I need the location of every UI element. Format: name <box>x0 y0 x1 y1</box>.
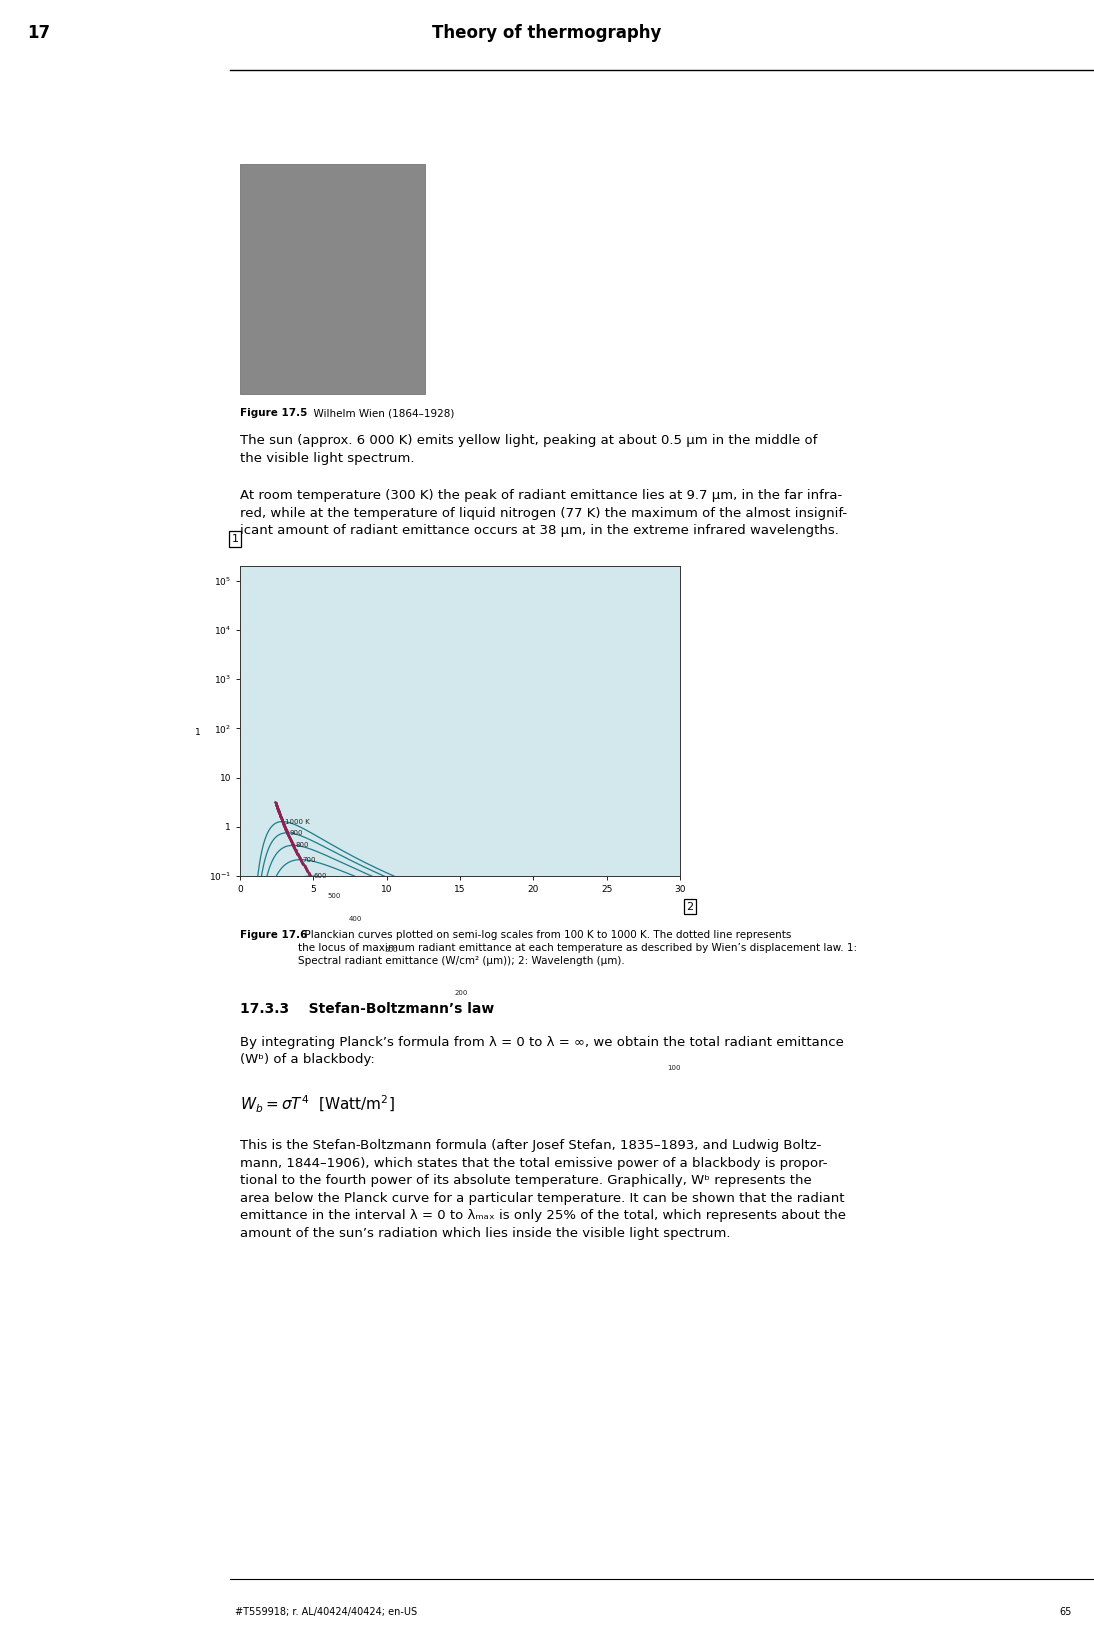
Text: 900: 900 <box>290 831 303 835</box>
Text: This is the Stefan-Boltzmann formula (after ⁠Josef Stefan⁠, 1835–1893, and ⁠Ludw: This is the Stefan-Boltzmann formula (af… <box>240 1140 846 1239</box>
Text: Figure 17.6: Figure 17.6 <box>240 930 307 940</box>
Text: #T559918; r. AL/40424/40424; en-US: #T559918; r. AL/40424/40424; en-US <box>235 1607 417 1617</box>
Text: 200: 200 <box>455 991 468 996</box>
Text: Planckian curves plotted on semi-log scales from 100 K to 1000 K. The dotted lin: Planckian curves plotted on semi-log sca… <box>298 930 857 966</box>
Text: 17.3.3    Stefan-Boltzmann’s law: 17.3.3 Stefan-Boltzmann’s law <box>240 1002 494 1015</box>
Text: Wilhelm Wien (1864–1928): Wilhelm Wien (1864–1928) <box>307 409 454 419</box>
Text: 400: 400 <box>349 916 362 922</box>
Text: 65: 65 <box>1060 1607 1072 1617</box>
Text: At room temperature (300 K) the peak of radiant emittance lies at 9.7 μm, in the: At room temperature (300 K) the peak of … <box>240 489 847 538</box>
Text: 1000 K: 1000 K <box>284 819 310 824</box>
Text: 300: 300 <box>384 947 397 953</box>
Text: Figure 17.5: Figure 17.5 <box>240 409 307 419</box>
Text: $W_b = \sigma T^4\ \ [\mathrm{Watt/m}^2]$: $W_b = \sigma T^4\ \ [\mathrm{Watt/m}^2]… <box>240 1094 395 1115</box>
Text: 1: 1 <box>232 535 238 544</box>
Text: 600: 600 <box>313 873 327 880</box>
Text: 2: 2 <box>686 903 694 912</box>
Text: Theory of thermography: Theory of thermography <box>432 25 662 43</box>
Text: The sun (approx. 6 000 K) emits yellow light, peaking at about 0.5 μm in the mid: The sun (approx. 6 000 K) emits yellow l… <box>240 433 817 464</box>
Text: 17: 17 <box>27 25 50 43</box>
Text: 700: 700 <box>303 857 316 863</box>
Text: 1: 1 <box>196 728 201 737</box>
Bar <box>240 164 424 394</box>
Text: By integrating Planck’s formula from λ = 0 to λ = ∞, we obtain the total radiant: By integrating Planck’s formula from λ =… <box>240 1037 843 1066</box>
Text: 100: 100 <box>667 1064 680 1071</box>
Text: 500: 500 <box>327 893 340 899</box>
Text: 800: 800 <box>295 842 309 849</box>
